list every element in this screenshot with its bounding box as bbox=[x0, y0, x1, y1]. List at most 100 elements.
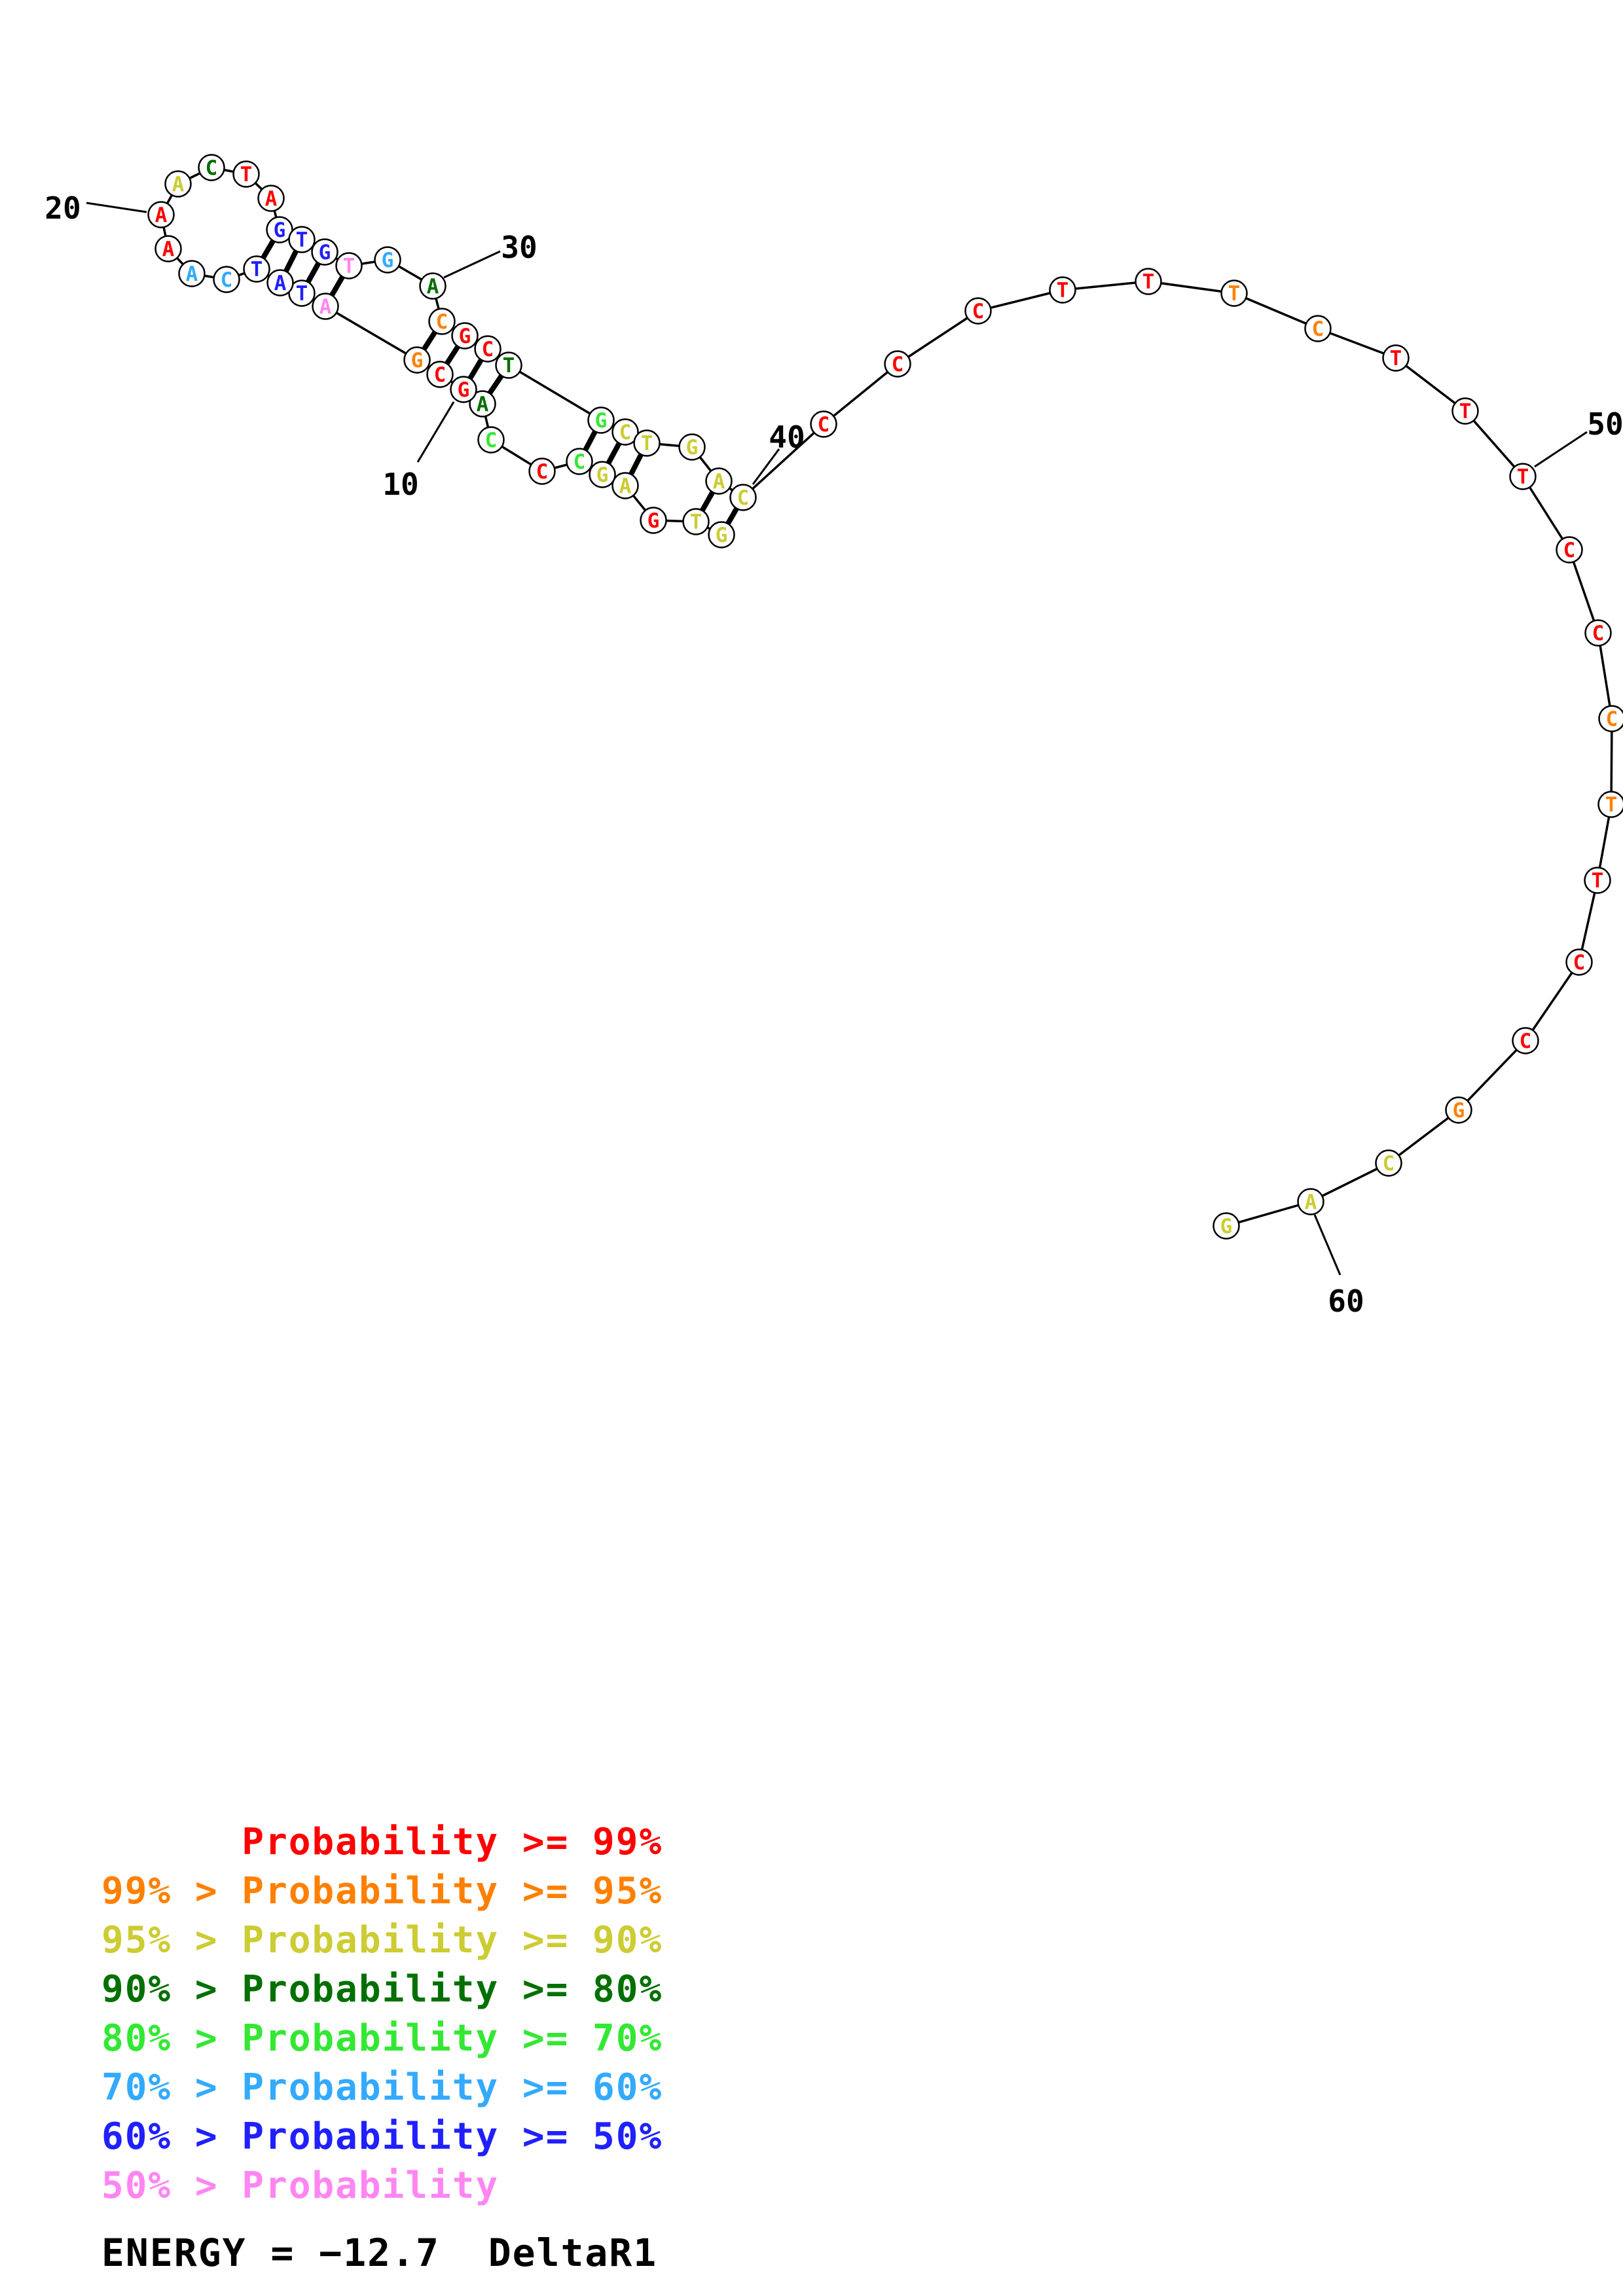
position-label-line bbox=[752, 448, 780, 485]
position-label: 10 bbox=[382, 467, 418, 502]
nucleotide-letter: G bbox=[411, 349, 424, 372]
nucleotide-circle bbox=[147, 201, 175, 228]
nucleotide-circle bbox=[566, 448, 593, 475]
nucleotide-letter: A bbox=[477, 393, 489, 416]
nucleotide-circle bbox=[1598, 705, 1623, 732]
nucleotide-letter: T bbox=[503, 354, 515, 378]
backbone-segment bbox=[1233, 292, 1319, 330]
nucleotide-letter: C bbox=[206, 156, 218, 180]
nucleotide-circle bbox=[1584, 867, 1611, 894]
nucleotide-letter: A bbox=[1305, 1191, 1317, 1214]
nucleotide-letter: T bbox=[1142, 270, 1155, 294]
nucleotide-letter: A bbox=[186, 262, 198, 286]
nucleotide-circle bbox=[1512, 1027, 1539, 1054]
nucleotide-letter: T bbox=[1592, 869, 1604, 893]
nucleotide-circle bbox=[1297, 1188, 1324, 1215]
nucleotide-letter: G bbox=[686, 436, 699, 459]
backbone-segment bbox=[1148, 280, 1235, 295]
nucleotide-circle bbox=[678, 433, 706, 461]
nucleotide-circle bbox=[178, 260, 206, 287]
nucleotide-letter: T bbox=[296, 282, 308, 306]
nucleotide-circle bbox=[155, 235, 182, 262]
nucleotide-letter: C bbox=[536, 460, 549, 484]
backbone-segment bbox=[1464, 410, 1524, 478]
nucleotide-letter: C bbox=[972, 300, 985, 323]
backbone-segment bbox=[325, 305, 418, 361]
backbone-segment bbox=[1578, 880, 1599, 963]
nucleotide-circle bbox=[1565, 948, 1593, 976]
backbone-segment bbox=[1610, 718, 1613, 805]
legend-row: 70% > Probability >= 60% bbox=[101, 2066, 663, 2109]
backbone-segment bbox=[897, 310, 979, 365]
nucleotide-letter: C bbox=[1592, 622, 1605, 645]
nucleotide-circle bbox=[528, 457, 556, 485]
nucleotide-letter: C bbox=[434, 363, 447, 387]
nucleotide-letter: C bbox=[574, 450, 586, 474]
nucleotide-circle bbox=[198, 154, 225, 181]
nucleotide-letter: A bbox=[427, 275, 439, 298]
nucleotide-letter: C bbox=[818, 413, 830, 437]
nucleotide-circle bbox=[451, 322, 479, 350]
nucleotide-circle bbox=[164, 170, 192, 198]
position-label-line bbox=[1534, 431, 1588, 468]
nucleotide-letter: A bbox=[155, 204, 168, 227]
legend-row: 80% > Probability >= 70% bbox=[101, 2017, 663, 2060]
nucleotide-circle bbox=[243, 255, 270, 283]
nucleotide-letter: A bbox=[265, 187, 278, 211]
nucleotide-letter: G bbox=[595, 409, 608, 433]
nucleotide-letter: A bbox=[319, 295, 332, 319]
backbone-segment bbox=[977, 289, 1063, 312]
nucleotide-circle bbox=[1220, 279, 1248, 307]
position-label-line bbox=[416, 401, 455, 463]
nucleotide-circle bbox=[1584, 619, 1612, 647]
nucleotide-letter: C bbox=[485, 429, 498, 452]
nucleotide-circle bbox=[611, 472, 639, 499]
backbone-segment bbox=[1317, 327, 1396, 359]
nucleotide-circle bbox=[964, 297, 992, 325]
nucleotide-circle bbox=[312, 293, 339, 320]
backbone-segment bbox=[1062, 280, 1149, 291]
position-label: 30 bbox=[501, 230, 537, 265]
nucleotide-circle bbox=[682, 508, 710, 535]
nucleotide-circle bbox=[266, 269, 294, 296]
nucleotide-circle bbox=[1509, 463, 1537, 490]
nucleotide-circle bbox=[426, 361, 454, 388]
nucleotide-letter: T bbox=[1228, 282, 1241, 306]
backbone-segment bbox=[1310, 1162, 1389, 1203]
position-label: 50 bbox=[1587, 406, 1623, 442]
nucleotide-letter: T bbox=[690, 511, 702, 534]
backbone-segment bbox=[1457, 1039, 1527, 1111]
nucleotide-circle bbox=[705, 467, 733, 495]
nucleotide-letter: C bbox=[436, 310, 448, 334]
nucleotide-circle bbox=[587, 406, 615, 434]
nucleotide-circle bbox=[374, 246, 401, 274]
backbone-segment bbox=[1524, 961, 1580, 1041]
nucleotide-letter: C bbox=[1520, 1030, 1532, 1053]
nucleotide-letter: C bbox=[892, 353, 904, 376]
nucleotide-circle bbox=[335, 252, 363, 279]
nucleotide-circle bbox=[729, 484, 757, 511]
nucleotide-letter: A bbox=[162, 238, 175, 261]
nucleotide-letter: C bbox=[1606, 708, 1618, 731]
nucleotide-circle bbox=[474, 335, 501, 363]
nucleotide-letter: G bbox=[459, 325, 471, 348]
nucleotide-letter: G bbox=[382, 249, 394, 272]
backbone-segment bbox=[822, 363, 899, 425]
nucleotide-letter: C bbox=[482, 338, 494, 361]
legend-row: 60% > Probability >= 50% bbox=[101, 2115, 663, 2158]
nucleotide-circle bbox=[708, 521, 735, 548]
position-label: 20 bbox=[45, 190, 81, 226]
backbone-segment bbox=[1395, 357, 1467, 412]
nucleotide-circle bbox=[311, 238, 338, 266]
nucleotide-letter: T bbox=[1605, 793, 1618, 817]
nucleotide-circle bbox=[1213, 1212, 1240, 1240]
nucleotide-letter: G bbox=[458, 378, 470, 402]
nucleotide-letter: A bbox=[619, 475, 632, 498]
nucleotide-letter: T bbox=[251, 258, 263, 281]
backbone-segment bbox=[1226, 1200, 1311, 1227]
nucleotide-circle bbox=[288, 279, 316, 307]
nucleotide-letter: T bbox=[1390, 347, 1402, 370]
nucleotide-letter: A bbox=[713, 470, 725, 493]
position-label-line bbox=[86, 202, 147, 213]
